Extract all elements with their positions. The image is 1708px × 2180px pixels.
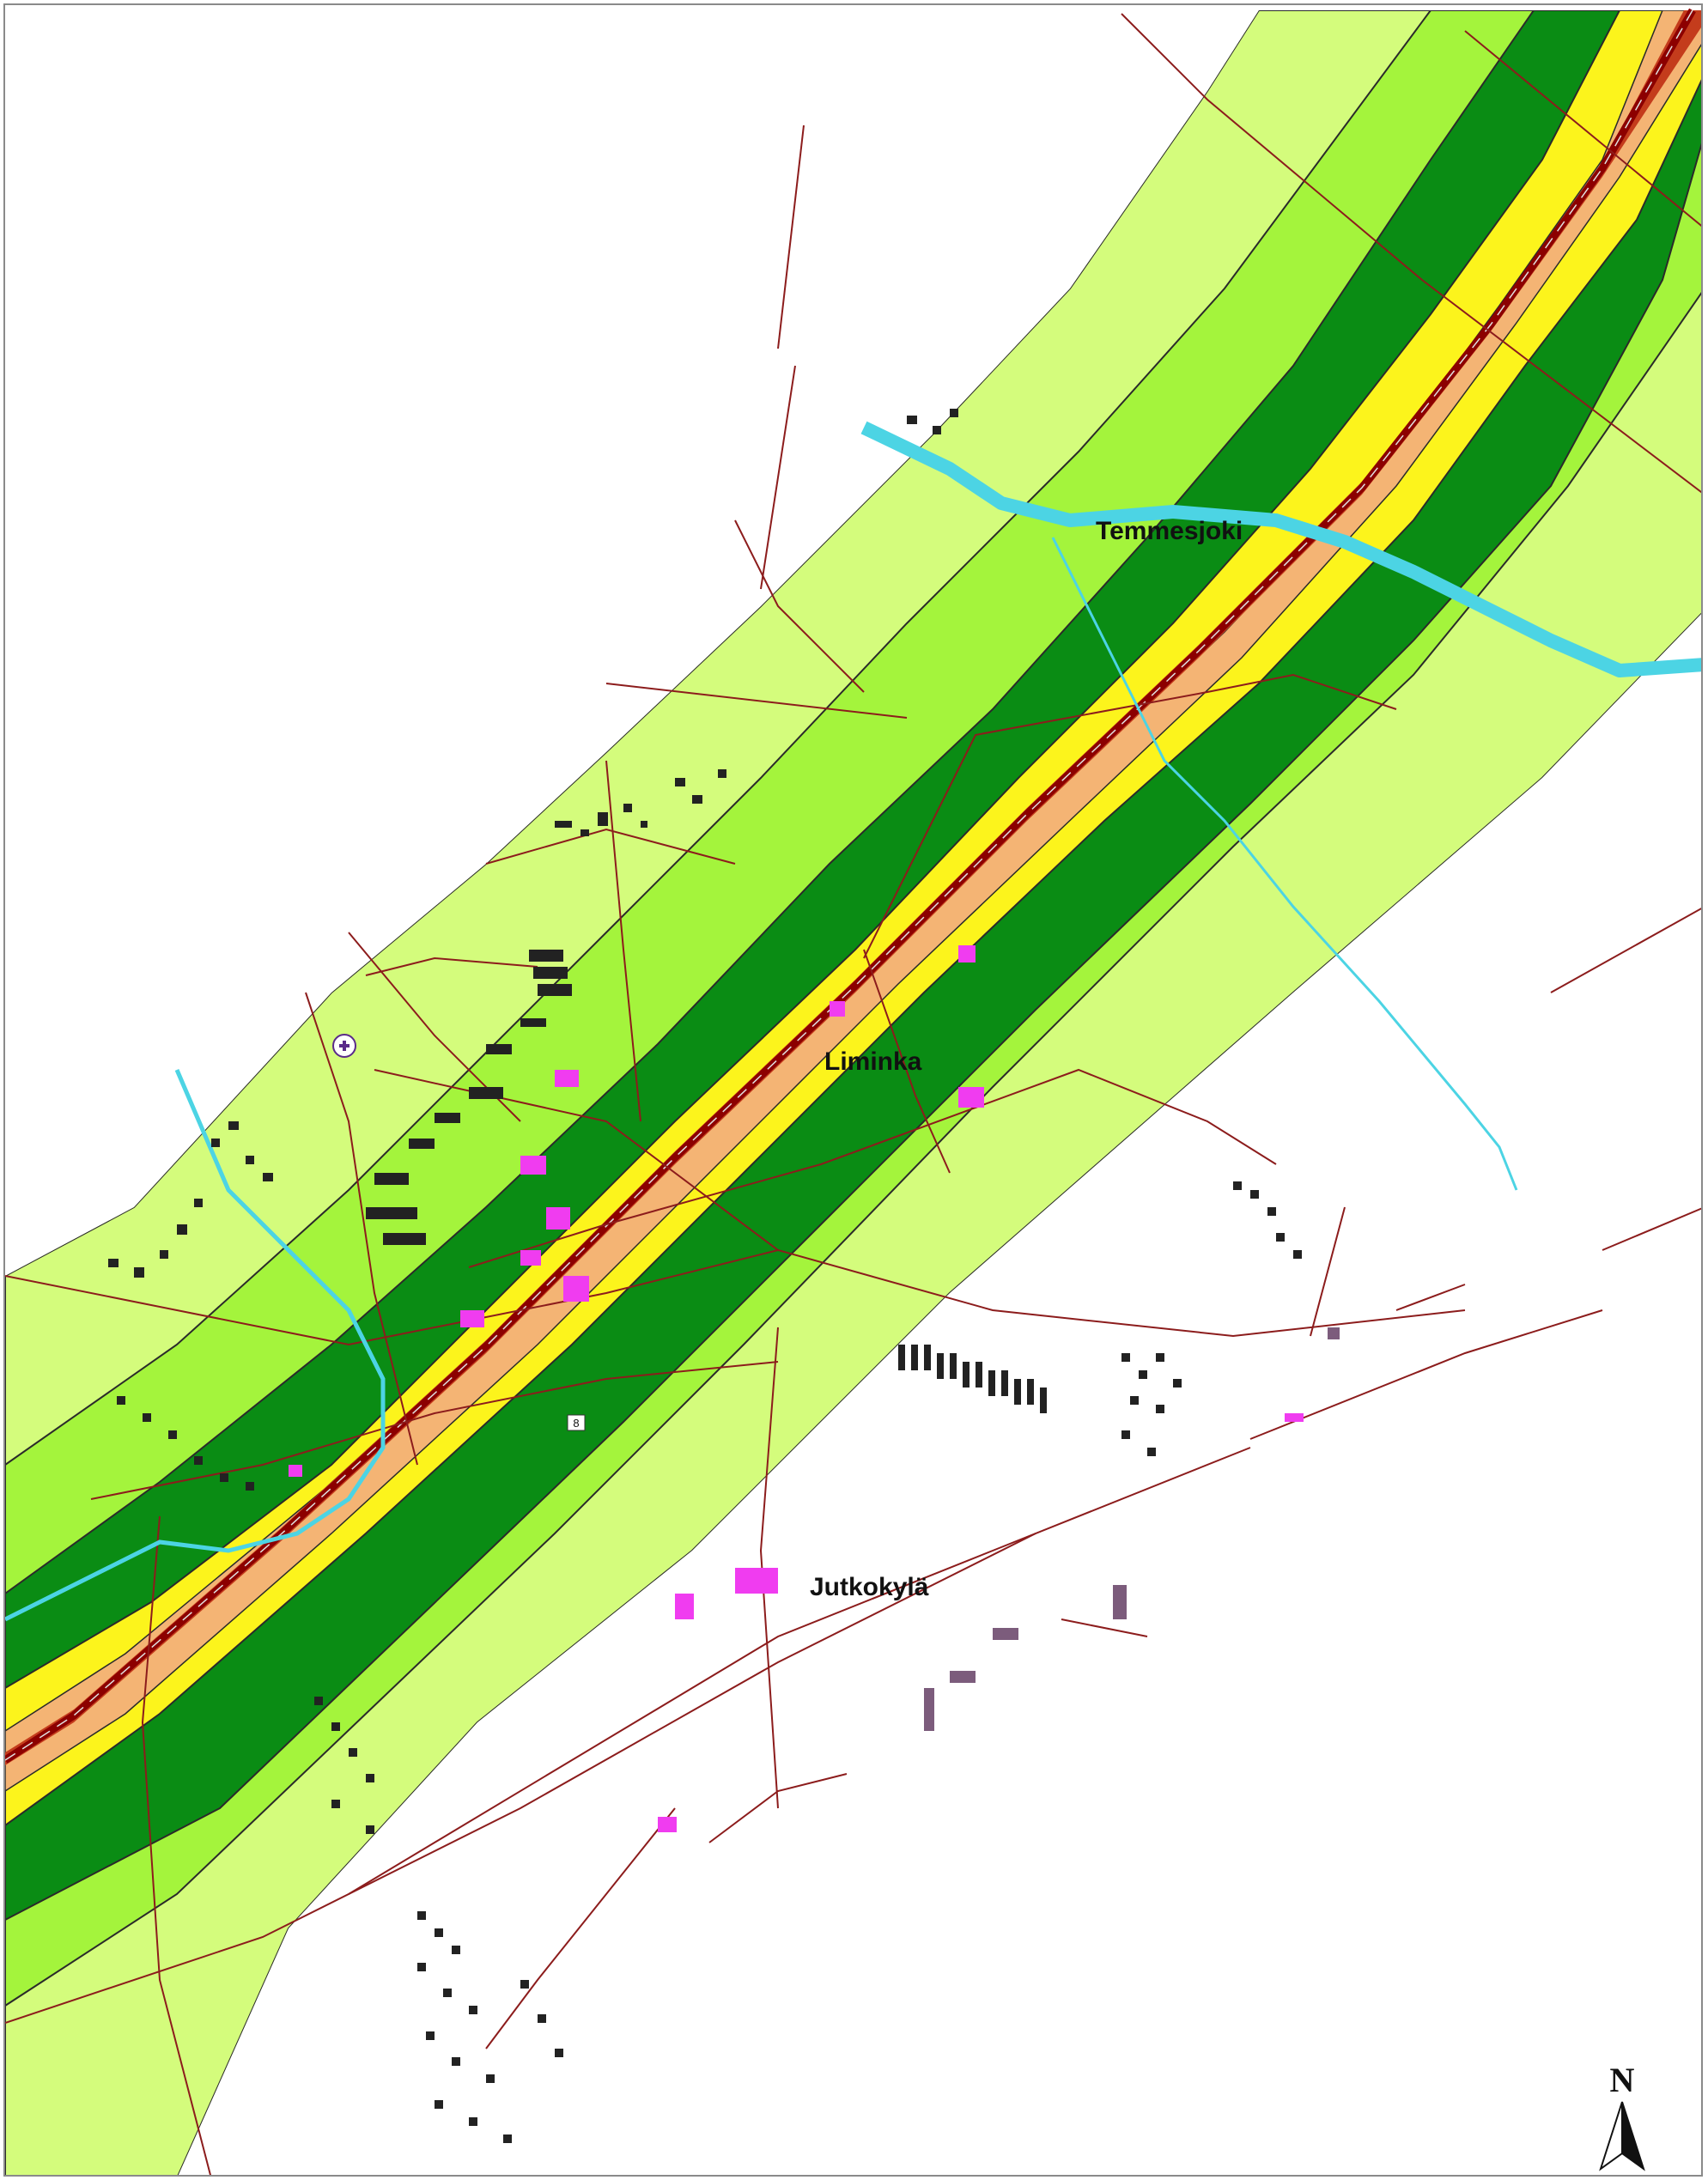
road bbox=[863, 949, 951, 1174]
road bbox=[468, 1068, 1277, 1268]
road bbox=[734, 519, 865, 693]
road bbox=[760, 365, 796, 590]
road bbox=[5, 1533, 1036, 2024]
river-liminganjoki bbox=[5, 1069, 386, 1622]
road-network bbox=[5, 13, 1701, 2175]
road bbox=[374, 1069, 1466, 1338]
road bbox=[90, 1361, 779, 1500]
road bbox=[1602, 1207, 1701, 1251]
map-frame: 8 bbox=[3, 3, 1703, 2177]
north-arrow-label: N bbox=[1610, 2061, 1635, 2099]
noise-zones bbox=[5, 10, 1701, 2175]
road bbox=[5, 1249, 779, 1346]
industrial-buildings bbox=[924, 1327, 1340, 1731]
road bbox=[605, 760, 641, 1122]
rivers bbox=[5, 421, 1701, 1622]
road-number: 8 bbox=[573, 1417, 579, 1430]
road bbox=[605, 683, 908, 719]
public-buildings bbox=[289, 945, 1304, 1832]
road bbox=[1121, 13, 1701, 494]
highway-8[interactable]: 8 bbox=[5, 8, 1696, 1764]
road bbox=[1395, 1284, 1466, 1311]
road bbox=[708, 1773, 848, 1843]
road-number-badge bbox=[567, 1414, 586, 1431]
road bbox=[485, 1807, 676, 2049]
highway-centerline bbox=[5, 9, 1693, 1761]
health-centre-icon bbox=[332, 1034, 356, 1058]
road bbox=[863, 673, 1397, 959]
road bbox=[1550, 908, 1701, 993]
label-temmesjoki: Temmesjoki bbox=[1096, 517, 1243, 545]
zone-yellow-band bbox=[5, 10, 1701, 1827]
road bbox=[485, 828, 736, 865]
road bbox=[1464, 30, 1701, 227]
river-temmesjoki bbox=[860, 421, 1701, 677]
stream bbox=[1051, 537, 1518, 1191]
buildings bbox=[108, 409, 1302, 2143]
road bbox=[759, 1327, 779, 1809]
road bbox=[348, 1447, 1251, 1895]
road bbox=[1061, 1618, 1148, 1637]
road bbox=[1310, 1206, 1346, 1337]
road bbox=[365, 956, 538, 976]
road bbox=[305, 992, 418, 1466]
label-liminka: Liminka bbox=[824, 1047, 922, 1076]
road bbox=[777, 124, 805, 349]
noise-zone-map[interactable]: 8 bbox=[5, 5, 1703, 2177]
road bbox=[1249, 1309, 1603, 1440]
north-arrow: N bbox=[1599, 2061, 1645, 2171]
north-arrow-icon bbox=[1599, 2101, 1623, 2171]
label-jutkokyla: Jutkokylä bbox=[810, 1573, 929, 1601]
road bbox=[141, 1515, 211, 2175]
